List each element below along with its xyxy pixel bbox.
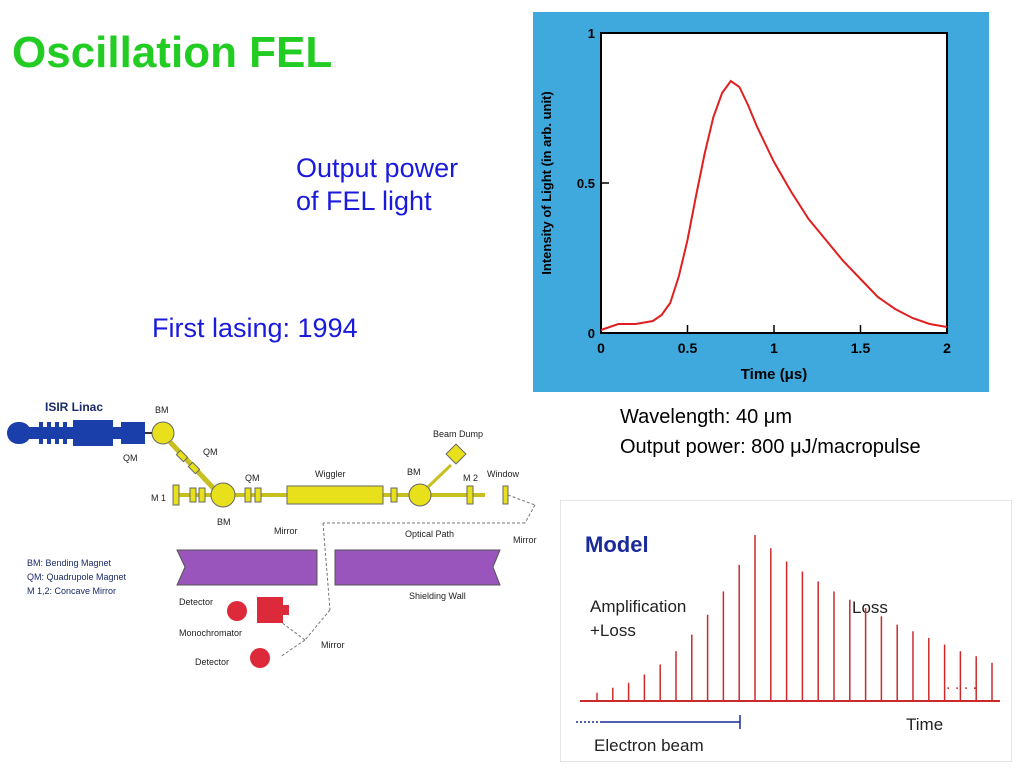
first-lasing-label: First lasing: 1994 xyxy=(152,313,358,343)
x-tick-label: 0.5 xyxy=(678,340,698,356)
amplification-label: Amplification xyxy=(590,597,686,616)
window xyxy=(502,485,509,505)
ellipsis-dots: . . . . xyxy=(946,676,977,693)
pulse-train xyxy=(596,535,993,701)
monochromator-label: Monochromator xyxy=(179,628,242,638)
bm-label-1: BM xyxy=(155,405,169,415)
detector-label-1: Detector xyxy=(179,597,213,607)
mirror-m1 xyxy=(172,484,180,506)
electron-beam-label: Electron beam xyxy=(594,736,704,755)
linac-label: ISIR Linac xyxy=(45,400,103,414)
monochromator xyxy=(257,597,283,623)
wavelength-text: Wavelength: 40 μm xyxy=(620,406,792,428)
loss-label: Loss xyxy=(852,598,888,617)
shielding-wall-label: Shielding Wall xyxy=(409,591,466,601)
y-tick-label: 1 xyxy=(588,26,595,41)
bending-magnet-3 xyxy=(408,483,432,507)
output-label-line-1: Output power xyxy=(296,153,459,183)
shielding-wall-left xyxy=(176,549,318,586)
y-tick-label: 0.5 xyxy=(577,176,595,191)
qm-label-main: QM xyxy=(245,473,260,483)
x-tick-label: 1.5 xyxy=(851,340,871,356)
intensity-chart: 0 0.5 1 1.5 2 0 0.5 1 Intensity of Light (in ar… xyxy=(533,12,989,392)
bm-label-3: BM xyxy=(407,467,421,477)
y-tick-label: 0 xyxy=(588,326,595,341)
detector-label-2: Detector xyxy=(195,657,229,667)
window-label: Window xyxy=(487,469,520,479)
time-label: Time xyxy=(906,715,943,734)
slide-title: Oscillation FEL xyxy=(12,28,333,77)
output-label-line-2: of FEL light xyxy=(296,186,432,216)
x-tick-label: 2 xyxy=(943,340,951,356)
x-tick-label: 0 xyxy=(597,340,605,356)
qm-label-diag: QM xyxy=(203,447,218,457)
specs-block: Wavelength: 40 μm Output power: 800 μJ/m… xyxy=(620,402,921,462)
detector-1 xyxy=(227,601,247,621)
beam-dump xyxy=(445,443,467,465)
mirror-label-2: Mirror xyxy=(513,535,537,545)
model-title: Model xyxy=(585,532,649,557)
beam-dump-label: Beam Dump xyxy=(433,429,483,439)
plus-loss-label: +Loss xyxy=(590,621,636,640)
output-power-text: Output power: 800 μJ/macropulse xyxy=(620,436,921,458)
wiggler-label: Wiggler xyxy=(315,469,346,479)
plot-area xyxy=(600,32,948,334)
mirror-m2 xyxy=(466,485,474,505)
model-panel: Model Amplification +Loss Loss . . . . T… xyxy=(560,500,1012,762)
wiggler xyxy=(286,485,384,505)
legend-qm: QM: Quadrupole Magnet xyxy=(27,572,127,582)
optical-path-label: Optical Path xyxy=(405,529,454,539)
legend-m: M 1,2: Concave Mirror xyxy=(27,586,116,596)
mirror-label-3: Mirror xyxy=(321,640,345,650)
bending-magnet-2 xyxy=(210,482,236,508)
detector-2 xyxy=(250,648,270,668)
y-axis-label: Intensity of Light (in arb. unit) xyxy=(539,91,554,274)
m1-label: M 1 xyxy=(151,493,166,503)
beamline-diagram: ISIR Linac QM BM QM M 1 BM QM Wiggler BM… xyxy=(7,400,537,668)
mirror-label-1: Mirror xyxy=(274,526,298,536)
series-line xyxy=(600,79,948,331)
x-axis-label: Time (μs) xyxy=(741,366,807,383)
bending-magnet-1 xyxy=(151,421,175,445)
qm-label-linac: QM xyxy=(123,453,138,463)
output-power-label: Output power of FEL light xyxy=(296,152,458,218)
bm-label-2: BM xyxy=(217,517,231,527)
legend-bm: BM: Bending Magnet xyxy=(27,558,112,568)
linac xyxy=(7,420,145,446)
x-tick-label: 1 xyxy=(770,340,778,356)
m2-label: M 2 xyxy=(463,473,478,483)
shielding-wall-right xyxy=(334,549,501,586)
